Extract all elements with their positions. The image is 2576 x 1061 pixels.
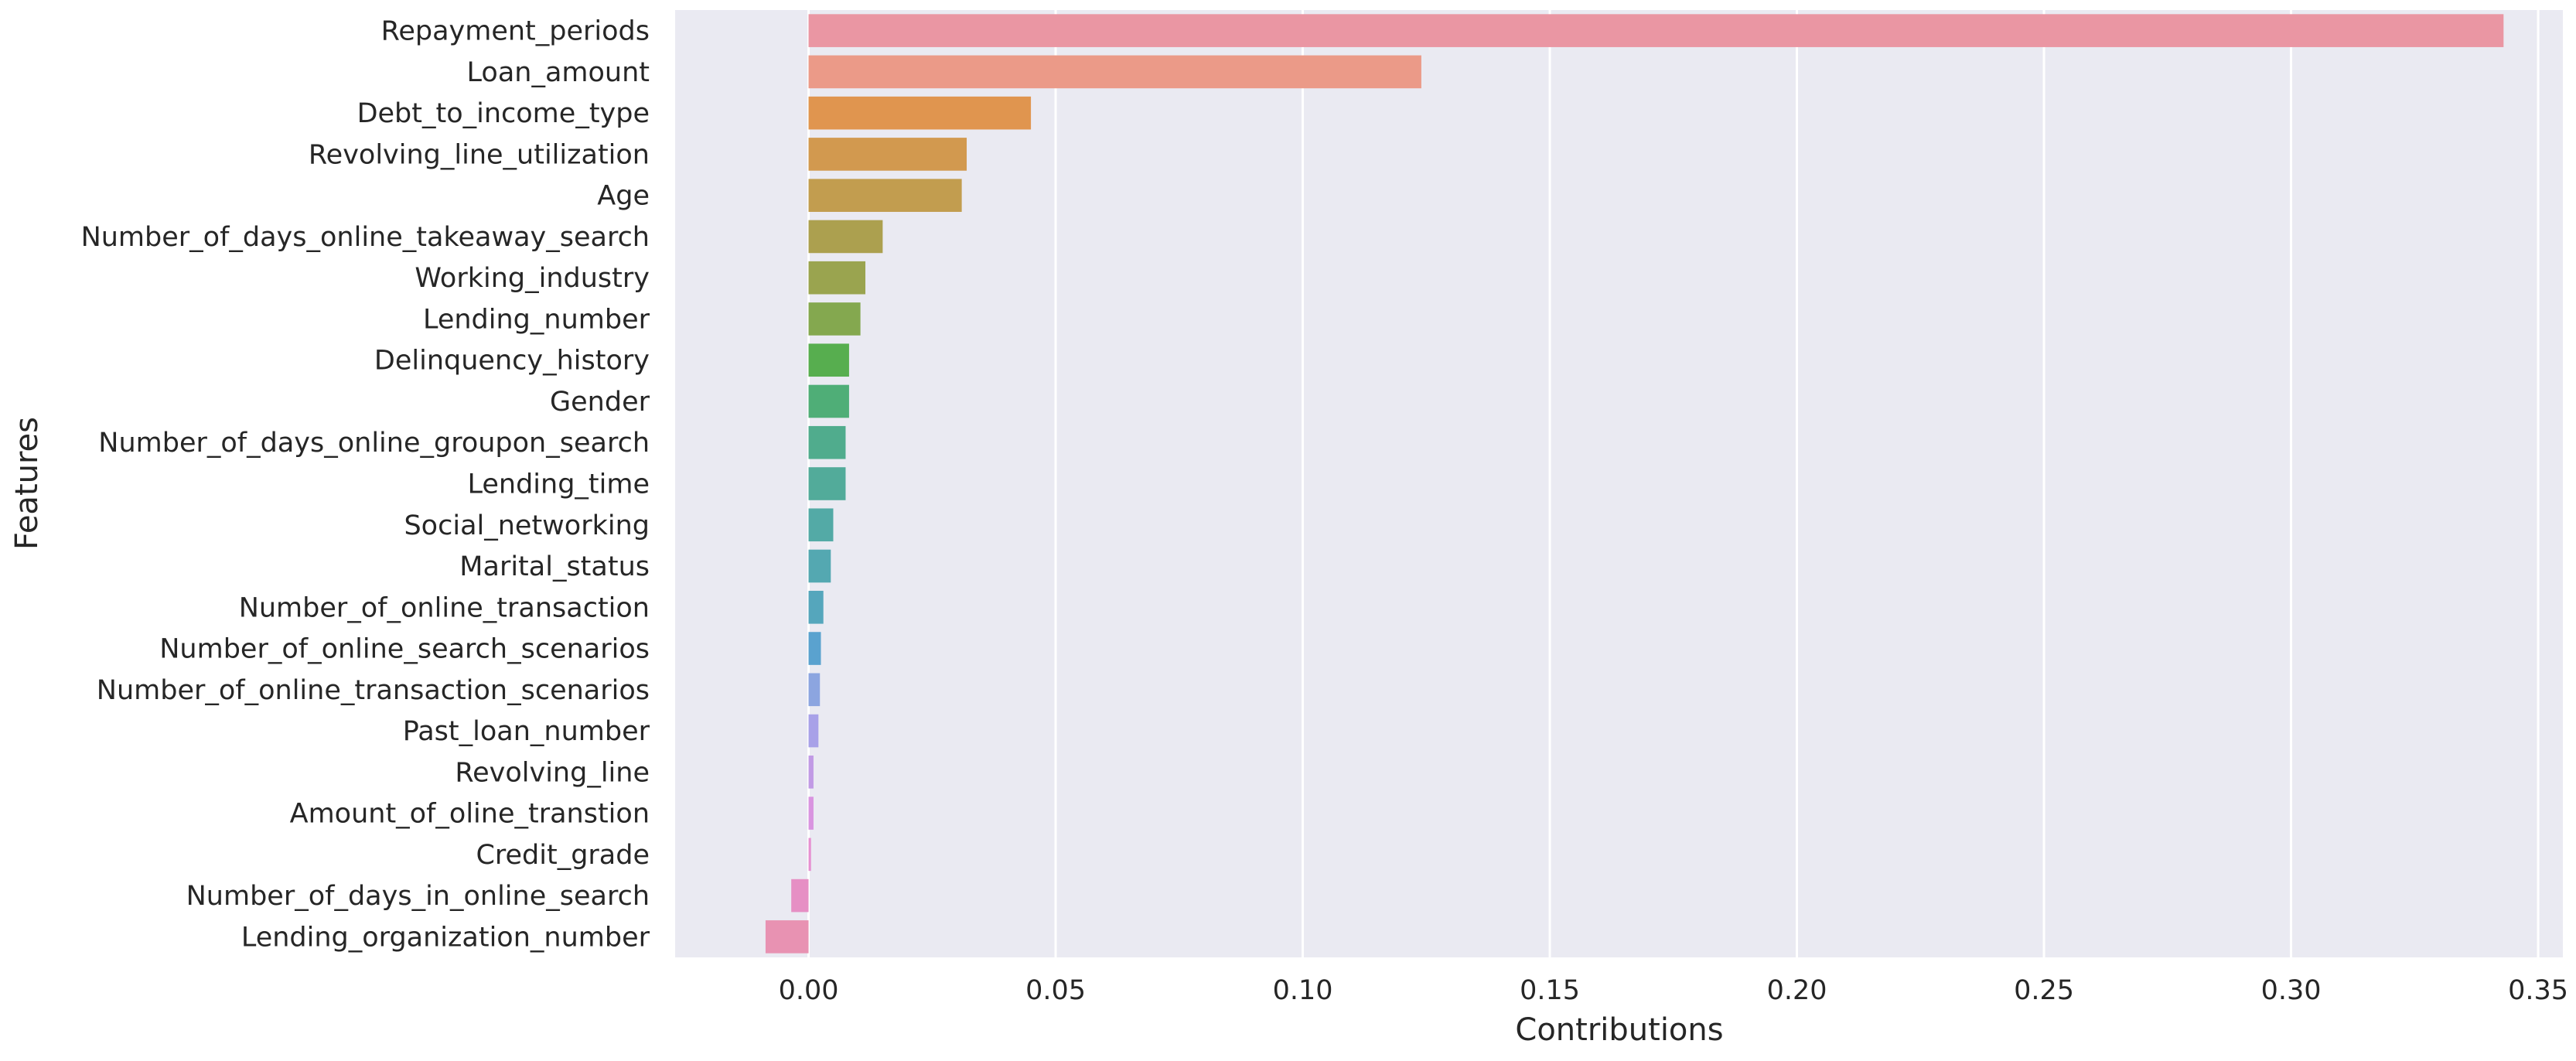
bar [808,508,834,542]
x-tick-labels: 0.00 0.05 0.10 0.15 0.20 0.25 0.30 0.35 [779,975,2568,1006]
bar [808,756,814,789]
y-axis-label: Features [9,417,45,550]
x-tick-label: 0.15 [1520,975,1580,1006]
bar [765,920,809,954]
y-tick-label: Number_of_online_transaction_scenarios [97,675,650,706]
y-tick-label: Past_loan_number [403,716,650,747]
y-tick-label: Credit_grade [476,840,650,871]
bar [808,14,2504,47]
y-tick-label: Revolving_line [455,757,650,788]
y-tick-label: Number_of_online_search_scenarios [159,634,650,665]
y-tick-label: Number_of_online_transaction [239,592,650,623]
bar [808,261,866,295]
y-tick-label: Number_of_days_online_groupon_search [98,428,650,459]
bar [808,96,1032,130]
x-tick-label: 0.35 [2508,975,2568,1006]
y-tick-label: Debt_to_income_type [357,98,650,129]
bar [808,179,962,212]
bar [808,55,1421,89]
y-tick-label: Marital_status [459,551,650,582]
x-tick-label: 0.05 [1025,975,1086,1006]
bar [808,714,819,748]
bar [808,590,824,624]
y-tick-label: Lending_time [467,469,650,500]
bar [808,138,967,171]
y-tick-label: Loan_amount [467,57,650,88]
bar [808,797,814,830]
x-tick-label: 0.10 [1273,975,1333,1006]
y-tick-label: Amount_of_oline_transtion [290,799,650,830]
bar [808,302,861,336]
y-tick-labels: Repayment_periods Loan_amount Debt_to_inco… [81,16,650,954]
y-tick-label: Lending_number [423,304,650,335]
x-tick-label: 0.20 [1767,975,1827,1006]
y-tick-label: Delinquency_history [374,346,650,377]
y-tick-label: Number_of_days_in_online_search [186,881,650,912]
x-tick-label: 0.30 [2261,975,2322,1006]
bar [791,878,809,913]
y-tick-label: Number_of_days_online_takeaway_search [81,222,650,253]
bar [808,343,849,377]
x-tick-label: 0.25 [2014,975,2074,1006]
x-axis-label: Contributions [1515,1012,1723,1048]
y-tick-label: Repayment_periods [381,16,650,47]
bar [808,467,846,500]
bar [808,384,849,418]
bars [765,14,2504,954]
plot-background [675,10,2563,957]
y-tick-label: Working_industry [415,263,650,294]
bar [808,838,811,872]
bar [808,220,883,254]
bar [808,673,821,707]
x-tick-label: 0.00 [779,975,839,1006]
y-tick-label: Lending_organization_number [241,922,650,953]
bar [808,632,821,665]
y-tick-label: Age [597,181,650,212]
y-tick-label: Social_networking [404,510,650,541]
bar [808,425,846,459]
y-tick-label: Gender [550,387,650,418]
bar [808,549,831,583]
y-tick-label: Revolving_line_utilization [309,139,650,170]
